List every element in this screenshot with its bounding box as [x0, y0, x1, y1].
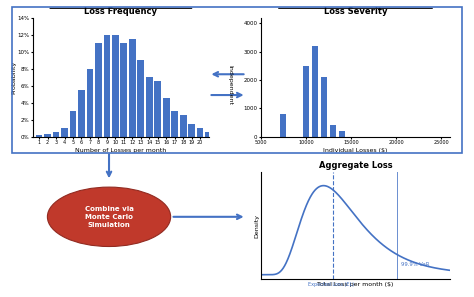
- Bar: [155, 81, 161, 137]
- Bar: [36, 135, 43, 137]
- Bar: [87, 69, 93, 137]
- Bar: [321, 77, 327, 137]
- Title: Aggregate Loss: Aggregate Loss: [319, 161, 392, 170]
- Bar: [103, 35, 110, 137]
- Text: Independent: Independent: [228, 65, 232, 105]
- Bar: [78, 90, 85, 137]
- Bar: [53, 132, 59, 137]
- Bar: [303, 66, 309, 137]
- Bar: [44, 134, 51, 137]
- X-axis label: Individual Losses ($): Individual Losses ($): [323, 148, 388, 153]
- Title: Loss Frequency: Loss Frequency: [84, 7, 157, 16]
- Text: Combine via
Monte Carlo
Simulation: Combine via Monte Carlo Simulation: [84, 206, 134, 228]
- Text: 99.9% VaR: 99.9% VaR: [401, 262, 429, 266]
- Bar: [112, 35, 119, 137]
- Bar: [188, 124, 195, 137]
- Bar: [197, 128, 203, 137]
- Bar: [95, 43, 102, 137]
- Bar: [146, 77, 153, 137]
- Bar: [61, 128, 68, 137]
- Text: Expected Loss (EL): Expected Loss (EL): [308, 282, 354, 287]
- Bar: [339, 131, 345, 137]
- Bar: [137, 60, 144, 137]
- Title: Loss Severity: Loss Severity: [324, 7, 387, 16]
- Bar: [129, 39, 136, 137]
- X-axis label: Total Loss per month ($): Total Loss per month ($): [317, 282, 394, 287]
- Y-axis label: Probability: Probability: [11, 61, 16, 94]
- X-axis label: Number of Losses per month: Number of Losses per month: [75, 148, 166, 153]
- Bar: [330, 125, 336, 137]
- Bar: [205, 132, 212, 137]
- Bar: [280, 114, 286, 137]
- Y-axis label: Density: Density: [255, 214, 259, 238]
- Bar: [70, 111, 76, 137]
- Ellipse shape: [47, 187, 171, 247]
- Bar: [171, 111, 178, 137]
- Bar: [312, 46, 318, 137]
- Bar: [120, 43, 127, 137]
- Bar: [180, 116, 187, 137]
- Bar: [163, 98, 170, 137]
